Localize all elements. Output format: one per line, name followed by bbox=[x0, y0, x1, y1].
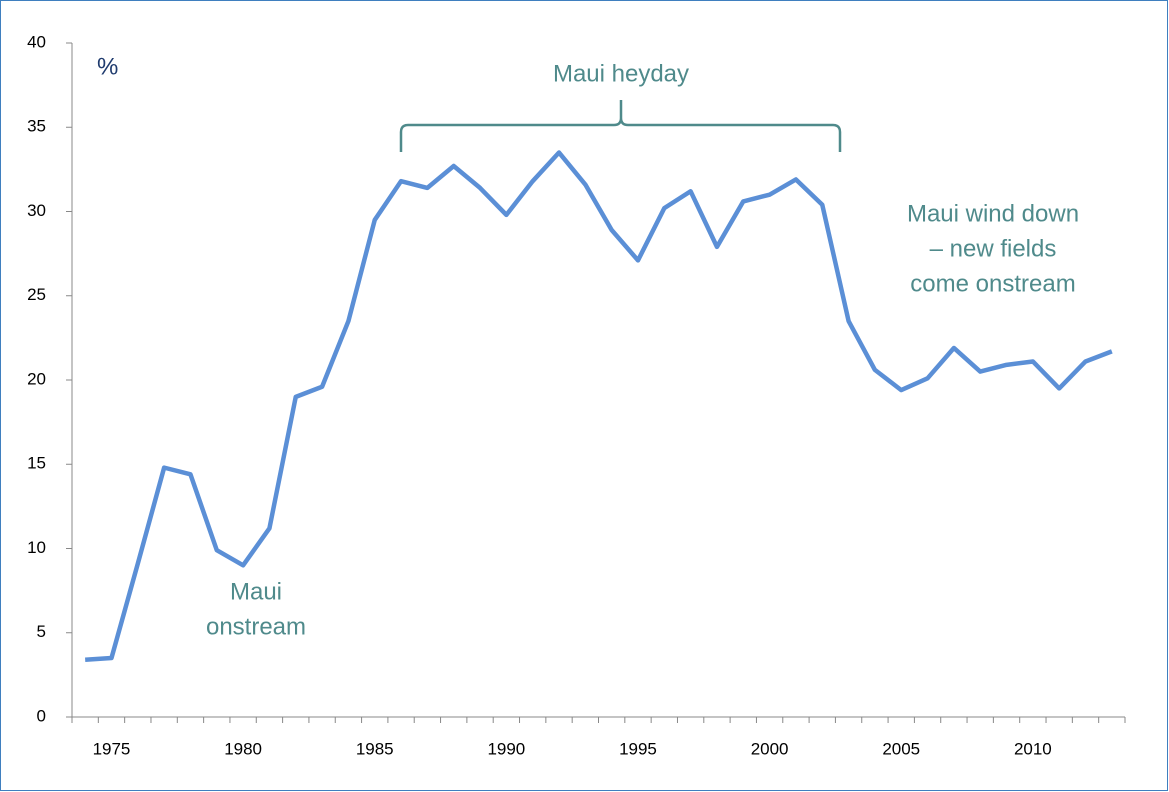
x-tick-label: 1995 bbox=[619, 739, 657, 758]
y-tick-label: 15 bbox=[27, 454, 46, 473]
x-tick-label: 2005 bbox=[882, 739, 920, 758]
y-tick-label: 25 bbox=[27, 285, 46, 304]
annotation: – new fields bbox=[930, 235, 1057, 262]
data-line bbox=[85, 150, 1113, 662]
x-tick-label: 1980 bbox=[224, 739, 262, 758]
x-tick-label: 2010 bbox=[1014, 739, 1052, 758]
x-tick-label: 1975 bbox=[93, 739, 131, 758]
x-tick-label: 1985 bbox=[356, 739, 394, 758]
brace bbox=[399, 100, 842, 152]
annotation: Maui heyday bbox=[553, 60, 689, 87]
x-tick-label: 2000 bbox=[751, 739, 789, 758]
annotation: come onstream bbox=[910, 270, 1075, 297]
y-tick-label: 40 bbox=[27, 32, 46, 51]
y-tick-label: 5 bbox=[37, 622, 46, 641]
y-tick-label: 0 bbox=[37, 706, 46, 725]
y-tick-label: 35 bbox=[27, 117, 46, 136]
annotation: onstream bbox=[206, 613, 306, 640]
y-tick-label: 20 bbox=[27, 369, 46, 388]
x-tick-label: 1990 bbox=[487, 739, 525, 758]
y-tick-label: 30 bbox=[27, 201, 46, 220]
y-axis-label: % bbox=[97, 53, 118, 80]
annotation: Maui bbox=[230, 578, 282, 605]
y-tick-label: 10 bbox=[27, 538, 46, 557]
annotation: Maui wind down bbox=[907, 200, 1079, 227]
